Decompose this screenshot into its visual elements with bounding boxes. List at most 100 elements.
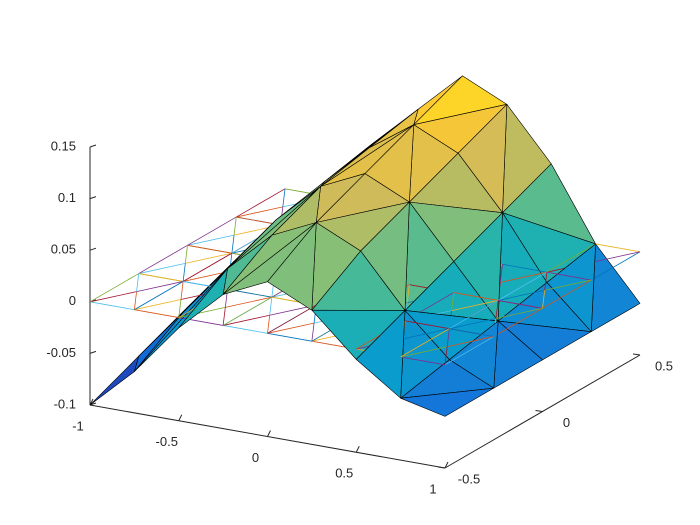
y-tick	[535, 410, 543, 412]
plane-edge	[282, 188, 286, 207]
plane-edge	[182, 263, 186, 282]
x-tick-label: 0	[252, 450, 259, 465]
surface-face	[178, 268, 228, 329]
plane-edge	[406, 284, 410, 303]
plane-edge	[89, 301, 135, 311]
plane-edge	[178, 306, 226, 318]
x-tick	[267, 430, 271, 437]
plane-edge	[133, 291, 137, 310]
plane-edge	[231, 235, 235, 254]
plane-edge	[404, 320, 450, 330]
plane-edge	[267, 315, 271, 334]
plane-edge	[500, 271, 547, 283]
plane-edge	[138, 262, 186, 274]
plane-edge	[182, 252, 233, 282]
z-tick-label: 0.05	[51, 242, 76, 257]
plane-edge	[546, 271, 592, 281]
plane-edge	[236, 206, 283, 218]
plane-edge	[544, 272, 548, 291]
x-tick	[355, 446, 360, 453]
plane-edge	[451, 292, 455, 311]
z-tick	[89, 402, 97, 406]
plane-edge	[444, 336, 494, 366]
y-tick-label: 0	[563, 415, 570, 430]
plane-edge	[542, 290, 546, 309]
plane-edge	[136, 273, 140, 292]
plane-edge	[134, 299, 182, 311]
z-tick-label: -0.1	[54, 396, 76, 411]
plane-edge	[449, 300, 499, 330]
plane-edge	[591, 251, 641, 281]
plane-edge	[183, 270, 230, 282]
surface-face	[89, 355, 140, 406]
surface-face	[134, 268, 228, 372]
x-tick	[444, 461, 449, 469]
plane-edge	[499, 264, 503, 283]
plane-edge	[187, 216, 237, 246]
plane-edge	[185, 252, 232, 264]
plane-edge	[546, 243, 596, 273]
plane-edge	[223, 314, 270, 326]
plane-edge	[187, 244, 232, 254]
x-tick-label: 1	[429, 481, 436, 496]
z-tick	[89, 247, 97, 251]
surface-face	[355, 310, 406, 399]
z-tick	[89, 144, 97, 148]
plane-edge	[233, 217, 237, 236]
plane-edge	[493, 307, 543, 337]
plane-edge	[542, 279, 592, 309]
plane-edge	[498, 289, 545, 301]
plane-edge	[449, 318, 497, 330]
plane-edge	[89, 291, 137, 303]
plane-edge	[453, 292, 499, 301]
plane-edge	[400, 346, 448, 358]
surface-face	[400, 387, 495, 417]
x-tick-label: -1	[72, 418, 84, 433]
z-tick-label: 0.15	[51, 138, 76, 153]
plane-edge	[400, 328, 450, 358]
plane-edge	[184, 245, 188, 264]
plane-edge	[311, 323, 315, 342]
plane-edge	[269, 297, 273, 316]
plane-edge	[134, 281, 184, 311]
plane-edge	[451, 300, 499, 312]
plane-edge	[222, 307, 226, 326]
plane-edge	[495, 307, 543, 319]
plane-edge	[447, 336, 494, 348]
plane-edge	[595, 243, 641, 253]
plane-edge	[444, 346, 448, 365]
plane-edge	[495, 300, 499, 319]
plane-edge	[449, 328, 494, 337]
plane-edge	[267, 304, 317, 334]
y-tick	[437, 466, 446, 469]
z-tick-label: -0.05	[46, 345, 76, 360]
plane-edge	[446, 328, 450, 347]
plane-edge	[223, 325, 268, 334]
x-tick-label: 0.5	[335, 466, 353, 481]
x-tick	[89, 398, 94, 406]
y-tick	[632, 353, 641, 356]
plane-edge	[497, 271, 548, 301]
plane-edge	[136, 281, 184, 293]
plane-edge	[402, 328, 450, 340]
x-tick-label: -0.5	[156, 434, 178, 449]
z-tick-label: 0.1	[58, 190, 76, 205]
plane-edge	[502, 263, 547, 273]
plane-edge	[138, 244, 188, 274]
plane-edge	[134, 309, 179, 318]
plane-edge	[138, 273, 184, 282]
plane-edge	[187, 234, 235, 246]
z-tick	[89, 350, 97, 354]
plane-edge	[498, 300, 543, 309]
surface-face	[267, 222, 317, 311]
plane-edge	[222, 296, 273, 326]
x-tick	[178, 414, 183, 421]
plane-edge	[267, 322, 315, 334]
y-tick-label: 0.5	[655, 358, 673, 373]
plane-edge	[544, 279, 592, 291]
y-tick-label: -0.5	[458, 471, 480, 486]
plane-edge	[225, 296, 272, 308]
z-tick	[89, 196, 97, 200]
plane-edge	[89, 273, 139, 303]
